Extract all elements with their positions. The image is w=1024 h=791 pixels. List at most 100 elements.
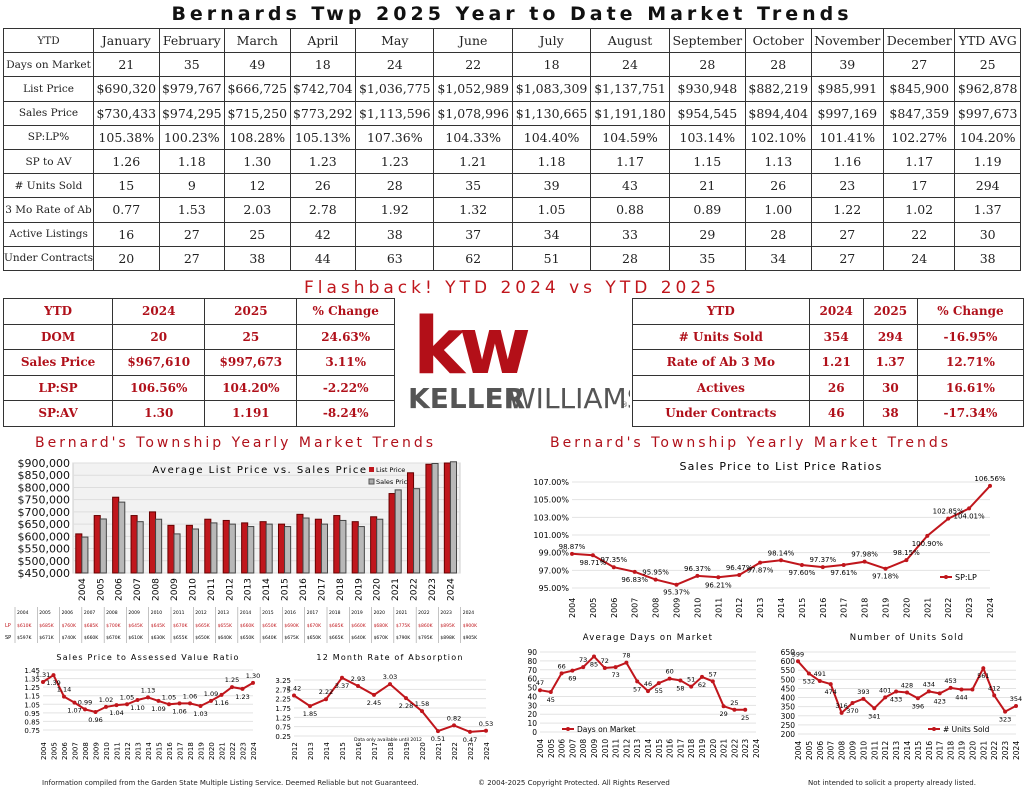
y-tick-label: 107.00% (533, 478, 569, 487)
data-label: 72 (601, 657, 609, 665)
x-tick-label: 2010 (188, 578, 198, 601)
data-point (850, 701, 855, 706)
mini-year: 2014 (240, 610, 252, 616)
y-tick-label: $700,000 (18, 506, 71, 519)
data-label: 1.14 (57, 686, 71, 694)
data-point (372, 692, 376, 697)
x-tick-label: 2017 (371, 742, 379, 760)
data-point (468, 729, 472, 734)
units-sold-chart: Number of Units Sold65060055050045040035… (781, 633, 1023, 760)
x-tick-label: 2015 (156, 742, 164, 760)
header-cell: December (883, 27, 956, 54)
y-tick-label: 80 (527, 657, 537, 666)
mini-year: 2011 (173, 610, 185, 616)
days-on-market-chart: Average Days on Market908070605040302010… (527, 633, 761, 758)
y-tick-label: 1.35 (24, 676, 40, 684)
data-point (981, 666, 986, 671)
y-tick-label: $550,000 (18, 543, 71, 556)
x-tick-label: 2012 (622, 739, 631, 758)
data-label: 3.37 (335, 682, 349, 690)
x-tick-label: 2017 (177, 742, 185, 760)
data-label: 1.13 (141, 686, 155, 694)
table-cell: 27 (810, 245, 885, 271)
data-label: 0.47 (463, 736, 477, 744)
data-point (959, 687, 964, 692)
logo-williams: WILLIAMS (508, 382, 630, 415)
y-tick-label: 3.25 (275, 677, 291, 685)
data-point (894, 689, 899, 694)
mini-lp-value: $610K (17, 623, 32, 629)
x-tick-label: 2008 (838, 741, 847, 760)
kw-mark: kw (413, 305, 529, 392)
table-cell: 104.20% (954, 124, 1021, 150)
data-label: 370 (846, 707, 858, 715)
data-point (251, 680, 255, 685)
x-tick-label: 2007 (631, 598, 640, 618)
table-cell: 27 (883, 52, 956, 78)
x-tick-label: 2018 (187, 742, 195, 760)
x-tick-label: 2007 (568, 739, 577, 758)
mini-year: 2008 (106, 610, 118, 616)
table-cell: 28 (355, 173, 435, 199)
series-line (539, 654, 746, 711)
mini-sp-value: $640K (351, 635, 366, 641)
y-tick-label: 1.25 (24, 684, 40, 692)
x-tick-label: 2017 (840, 598, 849, 618)
bar-sales-price (394, 489, 402, 574)
data-point (988, 483, 992, 488)
table-cell: 102.10% (744, 124, 812, 150)
data-point (209, 698, 213, 703)
table-cell: 24.63% (296, 323, 395, 350)
data-label: 66 (557, 662, 565, 670)
footer-copyright: © 2004-2025 Copyright Protected. All Rig… (478, 779, 670, 787)
y-tick-label: 450 (781, 684, 796, 693)
data-label: 47 (536, 679, 544, 687)
data-point (388, 682, 392, 687)
data-label: 444 (955, 694, 967, 702)
x-tick-label: 2021 (720, 739, 729, 758)
data-point (613, 665, 618, 670)
table-cell: 1.16 (810, 148, 885, 175)
data-label: 1.16 (214, 699, 228, 707)
table-cell: Sales Price (2, 349, 114, 376)
table-cell: 1.191 (204, 400, 298, 427)
bar-list-price (185, 524, 193, 574)
data-point (1014, 703, 1018, 708)
table-cell: 0.77 (93, 197, 160, 223)
table-cell: 22 (883, 221, 956, 247)
y-tick-label: 0.25 (275, 733, 291, 741)
table-cell: 1.13 (744, 148, 812, 175)
data-point (678, 678, 683, 683)
table-cell: $997,169 (810, 100, 885, 126)
table-cell: 26 (744, 173, 812, 199)
mini-year: 2006 (62, 610, 74, 616)
data-label: 73 (611, 671, 619, 679)
table-cell: 18 (511, 52, 592, 78)
chart-title: Number of Units Sold (850, 633, 965, 643)
data-point (667, 676, 672, 681)
data-label: 98.87% (559, 543, 586, 551)
yearly-price-mini-table: LP SP 2004 $610K $597K 2005 $685K $671K 2006 $760… (5, 607, 478, 643)
table-row: Sales Price $730,433 $974,295 $715,250 $773,… (2, 100, 1021, 126)
mini-year: 2015 (262, 610, 274, 616)
data-label: 58 (676, 684, 684, 692)
table-cell: 1.22 (810, 197, 885, 223)
mini-year: 2020 (374, 610, 386, 616)
mini-lp-value: $900K (463, 623, 478, 629)
data-point (635, 679, 640, 684)
table-row: 3 Mo Rate of Ab 0.77 1.53 2.03 2.78 1.92 1.32 1… (2, 197, 1021, 223)
x-tick-label: 2019 (958, 741, 967, 760)
x-tick-label: 2023 (467, 742, 475, 760)
table-cell: 103.14% (668, 124, 746, 150)
mini-year: 2010 (151, 610, 163, 616)
data-label: 96.83% (621, 576, 648, 584)
table-cell: 39 (511, 173, 592, 199)
data-label: 97.35% (600, 556, 627, 564)
data-point (806, 671, 811, 676)
data-label: 0.53 (479, 720, 493, 728)
mini-sp-value: $905K (463, 635, 478, 641)
x-tick-label: 2012 (881, 741, 890, 760)
data-point (356, 683, 360, 688)
mini-year: 2017 (307, 610, 319, 616)
table-cell: 1.92 (355, 197, 435, 223)
